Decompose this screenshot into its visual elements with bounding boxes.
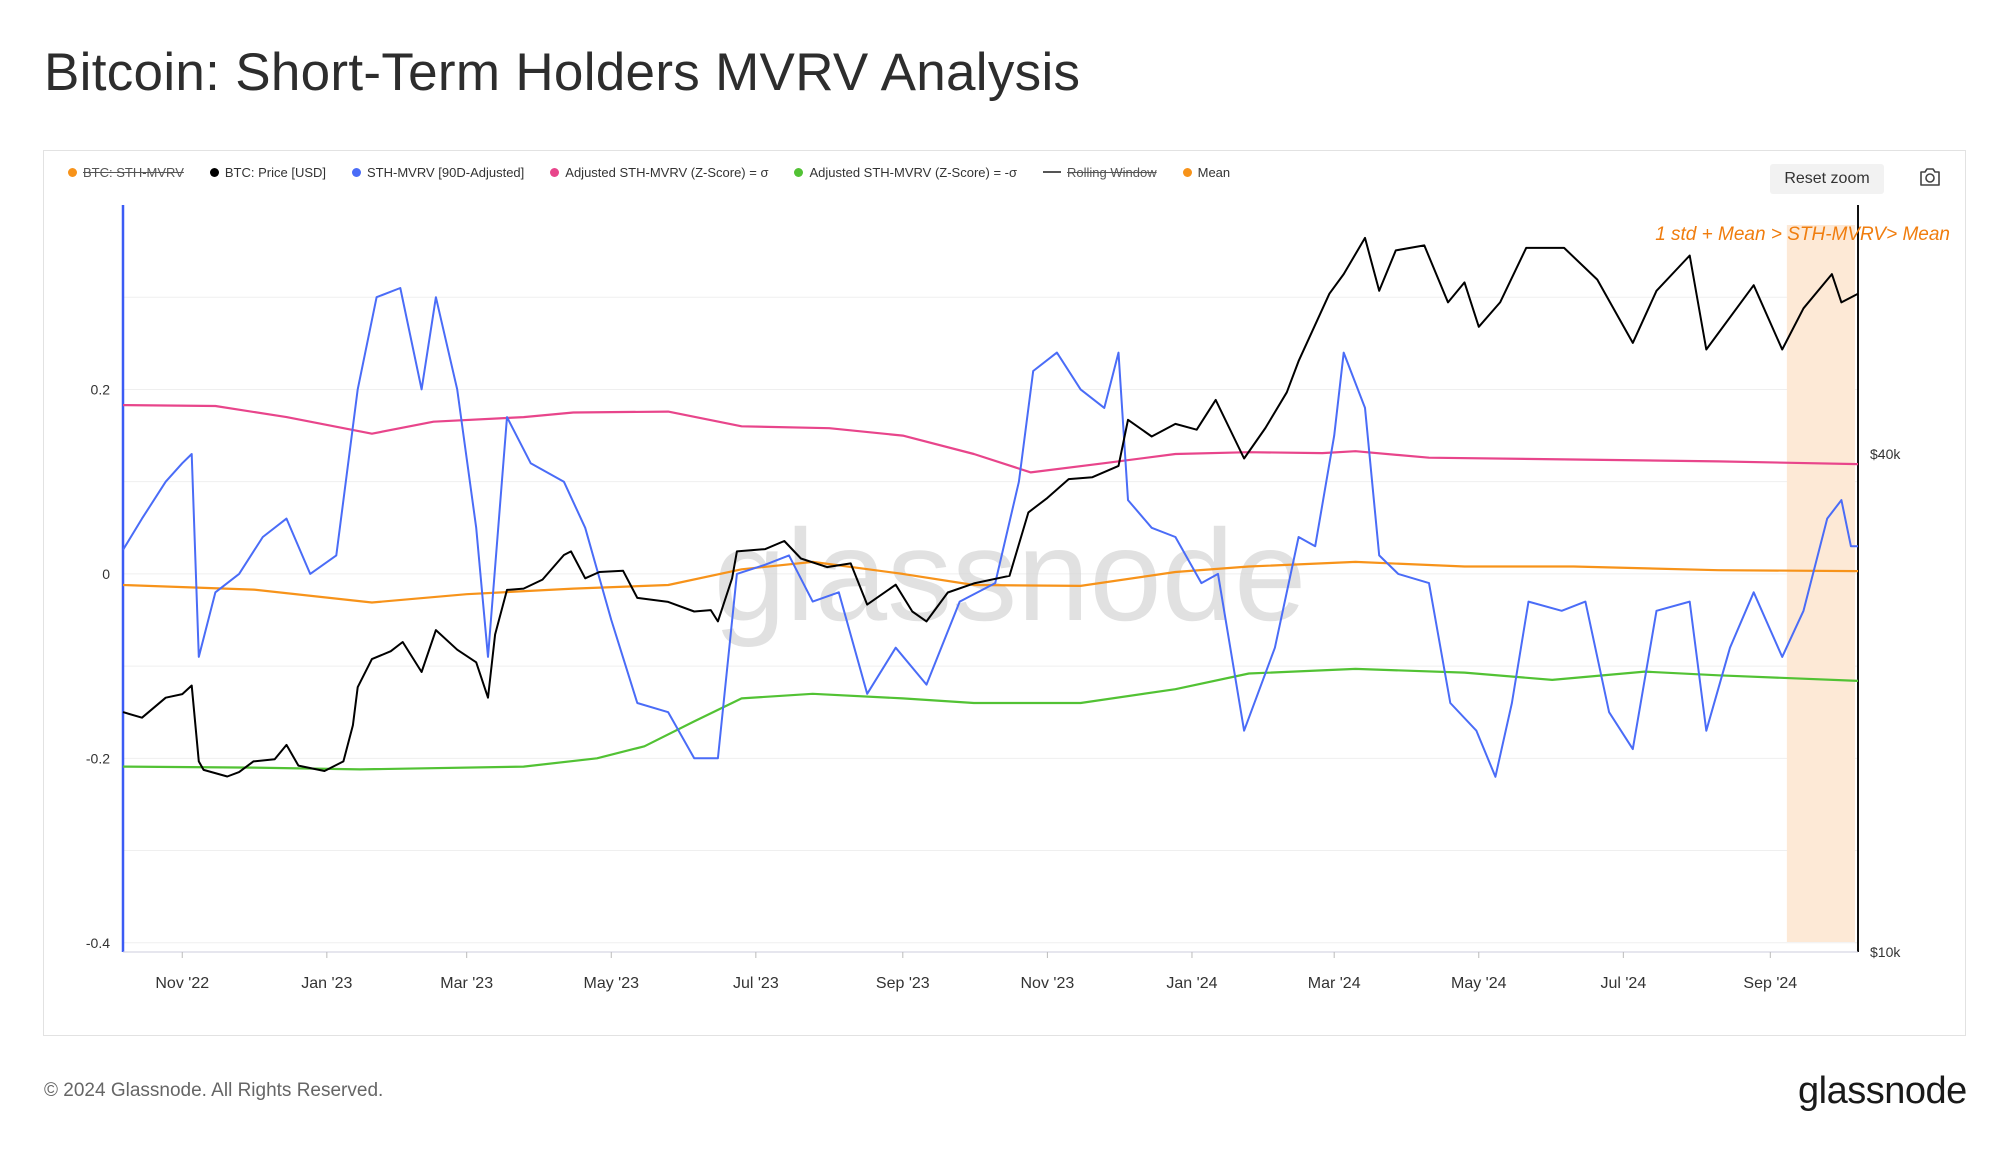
series-line-btc-price-usd bbox=[122, 236, 1859, 778]
legend-marker bbox=[550, 167, 560, 177]
series-line-mean bbox=[122, 560, 1859, 604]
annotation-text: 1 std + Mean > STH-MVRV> Mean bbox=[1655, 224, 1950, 245]
legend-item[interactable]: BTC: Price [USD] bbox=[209, 164, 327, 180]
x-tick-label: Mar '24 bbox=[1308, 975, 1361, 992]
legend-marker bbox=[1182, 167, 1192, 177]
glassnode-logo: glassnode bbox=[1798, 1070, 1967, 1112]
x-tick-label: Jul '24 bbox=[1600, 975, 1646, 992]
page-title: Bitcoin: Short-Term Holders MVRV Analysi… bbox=[44, 43, 1081, 102]
camera-icon[interactable] bbox=[1918, 166, 1942, 188]
series-line-adjusted-sth-mvrv-z-score bbox=[122, 404, 1859, 474]
y-right-tick-label: $10k bbox=[1870, 944, 1901, 960]
y-tick-label: 0.2 bbox=[91, 381, 111, 397]
legend-label: Adjusted STH-MVRV (Z-Score) = -σ bbox=[809, 164, 1018, 180]
x-tick-label: Nov '23 bbox=[1021, 975, 1075, 992]
legend-label: Adjusted STH-MVRV (Z-Score) = σ bbox=[565, 164, 769, 180]
legend-item[interactable]: Adjusted STH-MVRV (Z-Score) = -σ bbox=[794, 165, 1017, 180]
x-tick-label: Sep '24 bbox=[1743, 975, 1797, 992]
legend-label: STH-MVRV [90D-Adjusted] bbox=[367, 164, 525, 180]
legend-item[interactable]: BTC: STH-MVRV bbox=[68, 165, 184, 180]
legend-marker bbox=[352, 167, 362, 177]
x-tick-label: Sep '23 bbox=[876, 975, 930, 992]
y-tick-label: 0 bbox=[102, 566, 110, 582]
legend-marker bbox=[209, 167, 219, 177]
legend-marker bbox=[68, 167, 77, 177]
legend-marker bbox=[794, 167, 804, 177]
x-tick-label: May '24 bbox=[1451, 975, 1507, 992]
legend-label: Mean bbox=[1197, 164, 1231, 180]
copyright-footer: © 2024 Glassnode. All Rights Reserved. bbox=[44, 1080, 384, 1101]
legend-label: BTC: STH-MVRV bbox=[83, 164, 184, 180]
legend-label: Rolling Window bbox=[1067, 164, 1157, 180]
y-tick-label: -0.2 bbox=[86, 750, 110, 766]
legend-item[interactable]: Mean bbox=[1182, 164, 1231, 180]
x-tick-label: Mar '23 bbox=[440, 975, 493, 992]
legend-item[interactable]: Rolling Window bbox=[1043, 165, 1157, 180]
legend-marker bbox=[1043, 171, 1062, 173]
highlight-band bbox=[1786, 225, 1855, 942]
x-tick-label: Jan '24 bbox=[1166, 975, 1217, 992]
x-tick-label: Nov '22 bbox=[155, 975, 209, 992]
legend-item[interactable]: STH-MVRV [90D-Adjusted] bbox=[352, 165, 524, 180]
legend-item[interactable]: Adjusted STH-MVRV (Z-Score) = σ bbox=[550, 165, 768, 180]
series-line-sth-mvrv-90d-adjusted bbox=[122, 287, 1858, 778]
reset-zoom-button[interactable]: Reset zoom bbox=[1770, 164, 1884, 194]
x-tick-label: Jul '23 bbox=[733, 975, 779, 992]
x-tick-label: Jan '23 bbox=[301, 975, 352, 992]
y-right-tick-label: $40k bbox=[1870, 446, 1901, 462]
y-tick-label: -0.4 bbox=[86, 935, 110, 951]
series-line-adjusted-sth-mvrv-z-score bbox=[122, 667, 1859, 771]
chart-legend: BTC: STH-MVRV BTC: Price [USD] STH-MVRV [9… bbox=[68, 162, 1230, 182]
x-tick-label: May '23 bbox=[583, 975, 639, 992]
legend-label: BTC: Price [USD] bbox=[224, 164, 327, 180]
